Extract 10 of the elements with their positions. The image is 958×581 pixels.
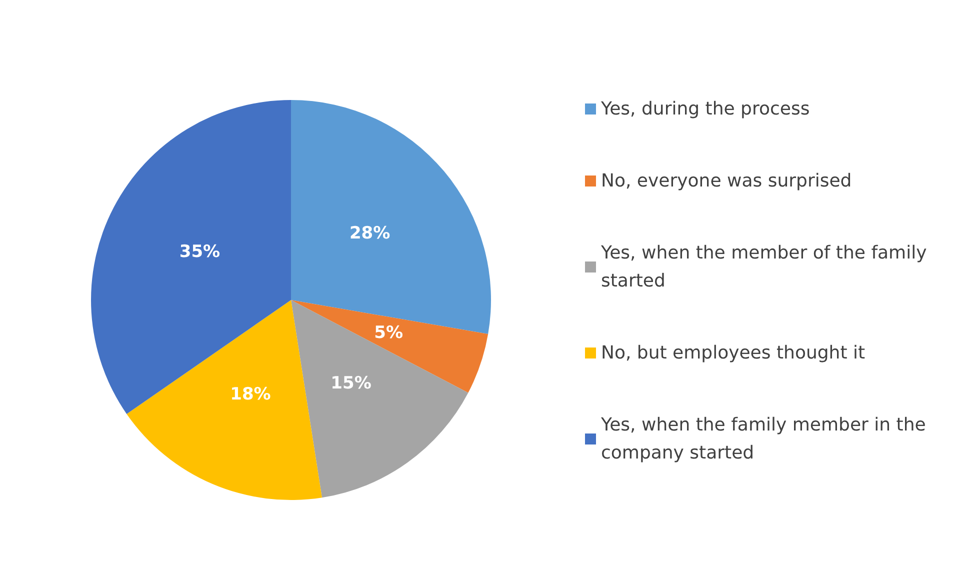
legend-label: Yes, when the family member in the company started xyxy=(600,414,932,464)
data-label: 5% xyxy=(374,323,403,344)
data-label: 35% xyxy=(179,242,220,262)
legend-label: Yes, when the member of the family started xyxy=(600,242,932,292)
legend-label: No, everyone was surprised xyxy=(601,170,852,192)
data-label: 18% xyxy=(230,384,271,405)
legend-label: No, but employees thought it xyxy=(601,342,866,364)
data-label: 15% xyxy=(330,374,372,394)
data-label: 28% xyxy=(349,224,390,244)
legend-label: Yes, during the process xyxy=(600,98,810,120)
